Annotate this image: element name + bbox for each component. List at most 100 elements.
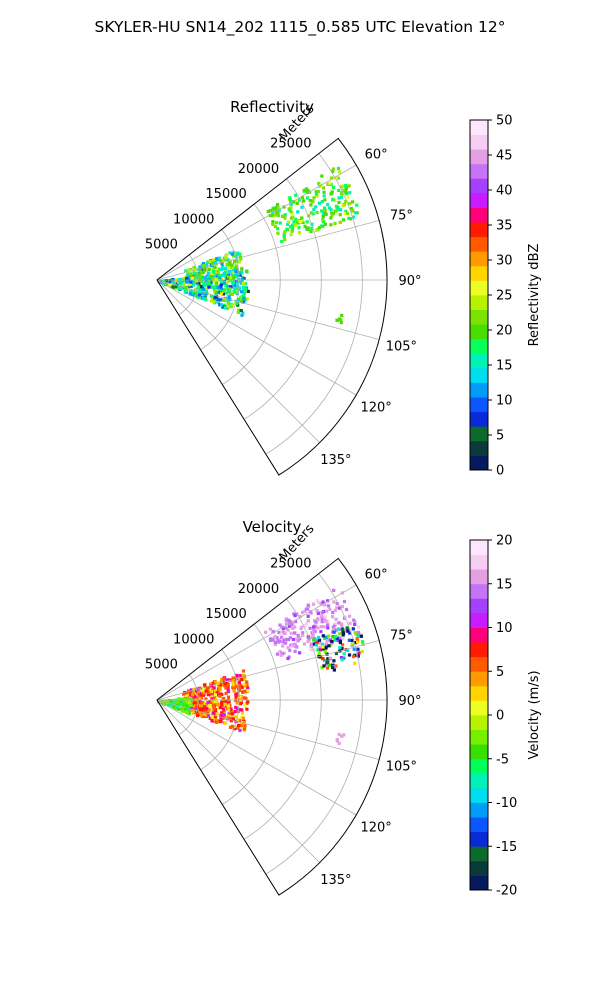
- colorbar-swatch: [470, 875, 488, 891]
- echo-cell: [219, 714, 223, 718]
- echo-cell: [198, 711, 202, 715]
- echo-cell: [197, 282, 201, 286]
- echo-cell: [196, 713, 200, 718]
- echo-cell: [276, 638, 280, 642]
- echo-cell: [226, 688, 230, 692]
- echo-cell: [219, 680, 223, 684]
- echo-cell: [302, 199, 306, 203]
- echo-cell: [204, 289, 209, 293]
- echo-cell: [350, 638, 355, 643]
- echo-cell: [317, 226, 322, 230]
- echo-cell: [343, 211, 347, 216]
- echo-cell: [312, 628, 316, 632]
- echo-cell: [336, 205, 340, 209]
- echo-cell: [276, 231, 280, 235]
- echo-cell: [175, 702, 179, 706]
- echo-cell: [326, 182, 330, 186]
- echo-cell: [298, 219, 302, 224]
- echo-cell: [224, 686, 228, 690]
- echo-cell: [223, 699, 227, 703]
- echo-cell: [300, 216, 304, 220]
- echo-cell: [338, 645, 342, 650]
- range-ring: [222, 623, 281, 805]
- echo-cell: [338, 220, 342, 224]
- echo-cell: [348, 201, 352, 206]
- echo-cell: [239, 724, 243, 728]
- echo-cell: [285, 227, 289, 231]
- echo-cell: [213, 680, 217, 684]
- echo-cell: [219, 298, 223, 302]
- echo-cell: [182, 276, 186, 280]
- echo-cell: [219, 303, 223, 307]
- echo-cell: [284, 621, 289, 626]
- echo-cell: [340, 658, 344, 662]
- echo-cell: [291, 212, 295, 216]
- colorbar-swatch: [470, 207, 488, 223]
- colorbar-swatch: [470, 251, 488, 267]
- echo-cell: [212, 708, 216, 712]
- echo-cell: [216, 297, 220, 301]
- echo-cell: [186, 268, 191, 272]
- echo-cell: [223, 702, 227, 707]
- echo-cell: [227, 270, 231, 274]
- echo-cell: [324, 642, 328, 646]
- echo-cell: [205, 714, 209, 719]
- echo-cell: [312, 642, 317, 646]
- echo-cell: [199, 295, 203, 299]
- colorbar-swatch: [470, 440, 488, 456]
- echo-cell: [185, 691, 189, 696]
- echo-cell: [186, 288, 190, 292]
- echo-cell: [273, 224, 277, 229]
- echo-cell: [211, 285, 215, 289]
- echo-cell: [244, 282, 248, 286]
- echo-cell: [356, 640, 360, 644]
- echo-cell: [234, 269, 238, 273]
- echo-cell: [224, 284, 228, 288]
- colorbar-swatch: [470, 382, 488, 398]
- echo-cell: [326, 660, 330, 664]
- echo-cell: [190, 708, 194, 712]
- azimuth-spoke: [156, 699, 357, 816]
- echo-cell: [240, 678, 244, 682]
- colorbar-swatch: [470, 163, 488, 179]
- echo-cell: [338, 636, 342, 640]
- colorbar-tick-label: -5: [496, 752, 509, 767]
- echo-cell: [237, 288, 241, 292]
- range-ring: [222, 203, 281, 385]
- colorbar-swatch: [470, 671, 488, 687]
- azimuth-tick-label: 105°: [386, 339, 417, 354]
- echo-cell: [300, 219, 304, 223]
- echo-cell: [237, 260, 241, 264]
- range-ring: [243, 598, 322, 840]
- echo-cell: [232, 280, 236, 284]
- echo-cell: [240, 708, 244, 712]
- echo-cell: [356, 654, 360, 658]
- echo-cell: [355, 203, 359, 207]
- colorbar-swatch: [470, 280, 488, 296]
- echo-cell: [222, 676, 226, 681]
- colorbar-swatch: [470, 455, 488, 471]
- colorbar-swatch: [470, 426, 488, 442]
- colorbar-swatch: [470, 149, 488, 165]
- echo-cell: [234, 264, 238, 268]
- echo-cell: [212, 274, 216, 278]
- colorbar-swatch: [470, 569, 488, 585]
- echo-cell: [210, 689, 214, 694]
- echo-cell: [331, 625, 335, 629]
- echo-cell: [326, 626, 330, 630]
- echo-cell: [187, 697, 191, 701]
- echo-cell: [319, 601, 323, 605]
- echo-cell: [186, 702, 190, 706]
- echo-cell: [356, 634, 360, 638]
- echo-cell: [333, 198, 337, 202]
- echo-cell: [330, 176, 334, 180]
- echo-cell: [298, 636, 302, 640]
- echo-cell: [201, 297, 206, 301]
- echo-cell: [215, 720, 219, 724]
- colorbar-tick-label: -15: [496, 840, 517, 855]
- echo-cell: [341, 637, 345, 641]
- echo-cell: [204, 292, 208, 296]
- echo-cell: [341, 643, 345, 647]
- echo-cell: [239, 257, 243, 261]
- echo-cell: [190, 277, 194, 281]
